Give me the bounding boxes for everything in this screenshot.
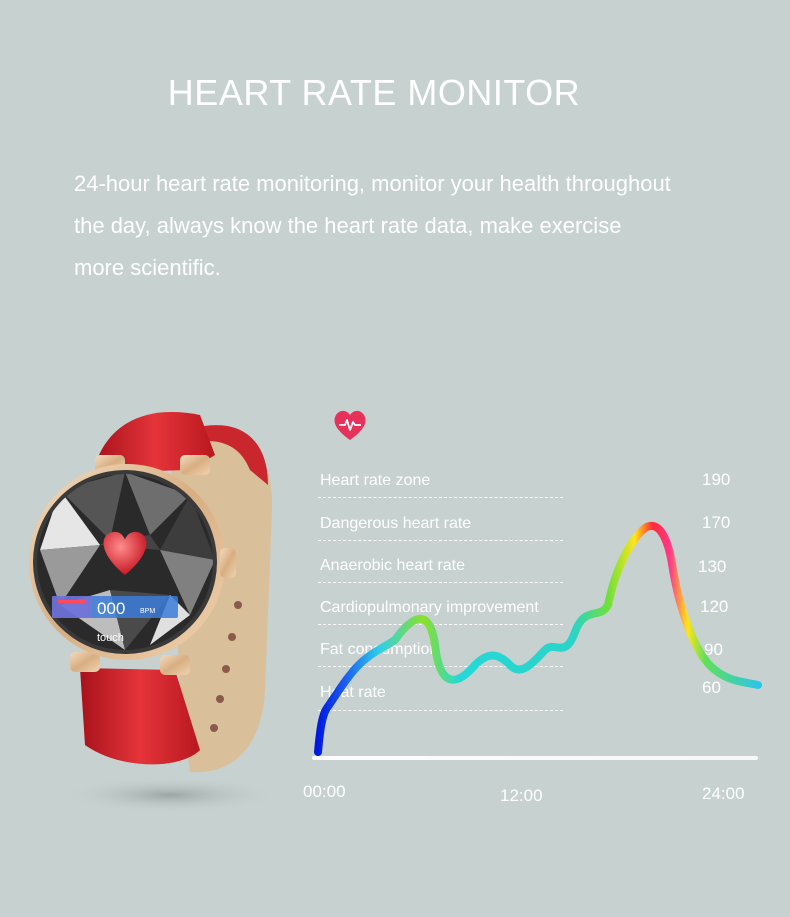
zone-value: 130 <box>698 557 727 576</box>
smartwatch-image: 000 BPM touch <box>0 400 300 820</box>
time-label-mid: 12:00 <box>500 786 543 805</box>
time-label-start: 00:00 <box>303 782 346 801</box>
description-line: 24-hour heart rate monitoring, monitor y… <box>74 171 671 196</box>
zone-divider <box>318 582 563 583</box>
heart-icon <box>103 531 147 575</box>
bpm-unit: BPM <box>140 608 155 615</box>
zone-value: 170 <box>702 513 731 532</box>
curve-path <box>314 522 762 756</box>
description: 24-hour heart rate monitoring, monitor y… <box>74 163 754 289</box>
time-axis-baseline <box>312 756 758 760</box>
zone-value: 190 <box>702 470 731 489</box>
zone-value: 120 <box>700 597 729 616</box>
zone-value: 60 <box>702 678 721 697</box>
zone-divider <box>318 497 563 498</box>
zone-divider <box>318 540 563 541</box>
heart-rate-chart: Heart rate zone 190 Dangerous heart rate… <box>290 400 790 820</box>
time-label-end: 24:00 <box>702 784 745 803</box>
heart-rate-curve <box>312 522 762 760</box>
zone-value: 90 <box>704 640 723 659</box>
page-title: HEART RATE MONITOR <box>167 72 581 113</box>
zone-label: Dangerous heart rate <box>320 515 472 532</box>
zone-divider <box>318 710 563 711</box>
watch-shadow <box>60 777 280 813</box>
watch-crown <box>220 548 236 578</box>
description-line: more scientific. <box>74 255 221 280</box>
description-line: the day, always know the heart rate data… <box>74 213 622 238</box>
zone-label: Anaerobic heart rate <box>320 557 465 574</box>
strap-bottom <box>80 668 200 765</box>
bpm-value: 000 <box>97 599 125 618</box>
zone-label: Cardiopulmonary improvement <box>320 599 539 616</box>
heart-pulse-icon <box>334 410 366 440</box>
touch-caption: touch <box>97 632 124 644</box>
zone-label: Heart rate zone <box>320 472 431 489</box>
zone-divider <box>318 624 563 625</box>
